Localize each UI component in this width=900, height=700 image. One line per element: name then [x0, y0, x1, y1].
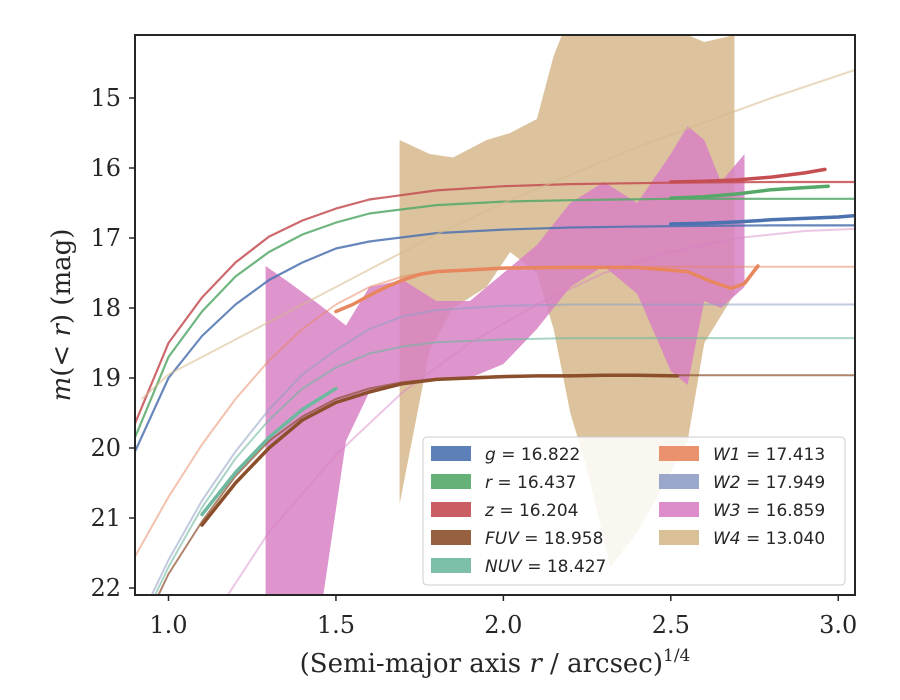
y-axis: 15 16 17 18 19 20 21 22 [90, 84, 135, 602]
y-axis-label: m(< r) (mag) [47, 229, 77, 402]
x-tick-label: 2.5 [652, 611, 690, 639]
y-tick-label: 18 [90, 294, 121, 322]
observed-curve-nuv [200, 386, 338, 517]
model-curve-w3 [226, 227, 855, 595]
band-w3-area [265, 126, 745, 595]
legend-label-w3: W3 = 16.859 [713, 501, 825, 521]
observed-curve-w1 [334, 264, 760, 314]
plot-area [135, 35, 855, 595]
model-curve-nuv [153, 337, 855, 595]
plot-frame [134, 34, 856, 596]
legend-box [422, 436, 846, 586]
y-tick-label: 22 [90, 574, 121, 602]
observed-curve-r [669, 184, 830, 200]
x-tick-label: 3.0 [819, 611, 857, 639]
observed-curve-g [669, 213, 855, 226]
model-curve-z [135, 180, 855, 424]
y-tick-label: 21 [90, 504, 121, 532]
legend-swatch-fuv [431, 530, 471, 545]
legend-label-w1: W1 = 17.413 [713, 445, 825, 465]
legend-label-nuv: NUV = 18.427 [485, 557, 606, 577]
model-curve-g [135, 224, 855, 452]
x-tick-label: 1.0 [149, 611, 187, 639]
model-curve-r [135, 197, 855, 438]
x-tick-label: 2.0 [484, 611, 522, 639]
legend-swatch-g [431, 446, 471, 461]
legend-label-z: z = 16.204 [484, 501, 578, 521]
legend-label-w4: W4 = 13.040 [713, 529, 825, 549]
y-tick-label: 19 [90, 364, 121, 392]
legend-label-fuv: FUV = 18.958 [485, 529, 603, 549]
legend-swatch-w2 [659, 474, 699, 489]
legend-label-g: g = 16.822 [485, 445, 580, 465]
x-axis-label: (Semi-major axis r / arcsec)1/4 [300, 646, 691, 679]
x-axis: 1.0 1.5 2.0 2.5 3.0 [149, 595, 857, 639]
band-w4-area [399, 35, 735, 567]
legend: g = 16.822 r = 16.437 z = 16.204 FUV = 18.9… [422, 436, 846, 586]
legend-label-w2: W2 = 17.949 [713, 473, 825, 493]
legend-swatch-nuv [431, 558, 471, 573]
legend-swatch-w4 [659, 530, 699, 545]
model-curve-w4 [141, 69, 855, 400]
legend-swatch-r [431, 474, 471, 489]
observed-curve-z [669, 167, 827, 184]
y-tick-label: 15 [90, 84, 121, 112]
model-curve-w2 [150, 303, 855, 595]
legend-swatch-z [431, 502, 471, 517]
y-tick-label: 17 [90, 224, 121, 252]
legend-label-r: r = 16.437 [485, 473, 577, 493]
x-tick-label: 1.5 [317, 611, 355, 639]
legend-swatch-w1 [659, 446, 699, 461]
y-tick-label: 20 [90, 434, 121, 462]
y-tick-label: 16 [90, 154, 121, 182]
legend-swatch-w3 [659, 502, 699, 517]
observed-curve-fuv [200, 373, 680, 527]
